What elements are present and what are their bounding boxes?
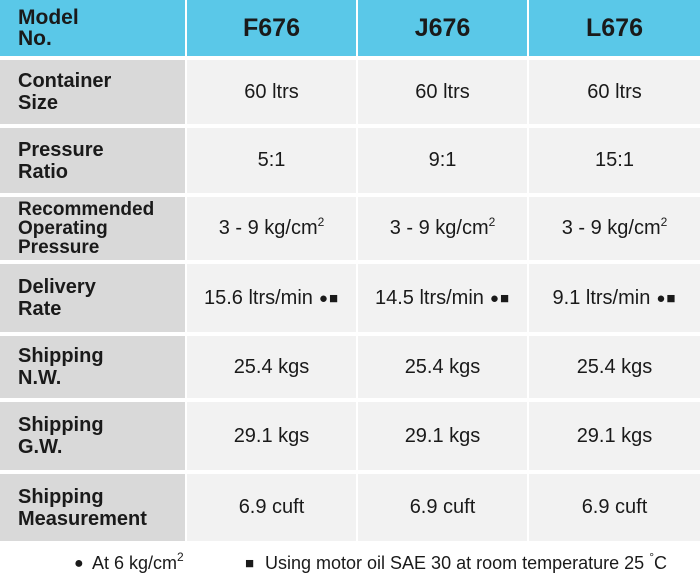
row-label: Recommended Operating Pressure: [0, 197, 185, 264]
row-label: Shipping Measurement: [0, 474, 185, 541]
value-cell: 15.6 ltrs/min ●■: [185, 264, 356, 336]
footnote-text: Using motor oil SAE 30 at room temperatu…: [265, 553, 645, 573]
value-cell: 15:1: [527, 128, 700, 197]
degree-unit: C: [654, 553, 668, 573]
header-row: Model No. F676 J676 L676: [0, 0, 700, 60]
value-cell: 25.4 kgs: [185, 336, 356, 402]
row-shipping-gw: Shipping G.W. 29.1 kgs 29.1 kgs 29.1 kgs: [0, 402, 700, 474]
row-container-size: Container Size 60 ltrs 60 ltrs 60 ltrs: [0, 60, 700, 128]
row-label-line: Measurement: [18, 507, 147, 530]
value-cell: 3 - 9 kg/cm2: [527, 197, 700, 264]
unit-superscript: 2: [177, 550, 184, 564]
row-label-line: G.W.: [18, 436, 63, 458]
header-label-line-1: Model: [18, 6, 79, 29]
row-label-line: N.W.: [18, 367, 62, 389]
unit-superscript: 2: [660, 215, 668, 229]
value-cell: 3 - 9 kg/cm2: [356, 197, 527, 264]
value-cell: 29.1 kgs: [527, 402, 700, 474]
value-cell: 6.9 cuft: [185, 474, 356, 541]
value-text: 3 - 9 kg/cm: [561, 217, 661, 239]
value-cell: 60 ltrs: [185, 60, 356, 128]
footnote-pressure-text: At 6 kg/cm2: [92, 546, 184, 581]
row-label-line: Shipping: [18, 485, 104, 508]
value-cell: 9:1: [356, 128, 527, 197]
value-text: 3 - 9 kg/cm: [389, 217, 489, 239]
row-pressure-ratio: Pressure Ratio 5:1 9:1 15:1: [0, 128, 700, 197]
degree-symbol: °: [649, 550, 655, 564]
value-text: 3 - 9 kg/cm: [218, 217, 318, 239]
row-label: Pressure Ratio: [0, 128, 185, 197]
row-label-line: Shipping: [18, 414, 104, 436]
unit-superscript: 2: [317, 215, 325, 229]
row-label-line: Delivery: [18, 276, 96, 298]
value-text: 15.6 ltrs/min: [203, 286, 313, 309]
value-cell: 25.4 kgs: [356, 336, 527, 402]
row-label-line: Size: [18, 92, 59, 114]
circle-bullet-icon: ●: [74, 555, 84, 572]
value-cell: 6.9 cuft: [527, 474, 700, 541]
row-operating-pressure: Recommended Operating Pressure 3 - 9 kg/…: [0, 197, 700, 264]
row-label: Shipping G.W.: [0, 402, 185, 474]
footnote: ● At 6 kg/cm2 ■ Using motor oil SAE 30 a…: [0, 546, 700, 581]
row-label-line: Pressure: [18, 138, 104, 161]
value-cell: 25.4 kgs: [527, 336, 700, 402]
value-text: 9.1 ltrs/min: [552, 286, 651, 309]
model-header-f676: F676: [185, 0, 356, 60]
spec-table: Model No. F676 J676 L676 Container Size …: [0, 0, 700, 541]
row-label-line: Recommended: [18, 199, 155, 220]
row-label-line: Pressure: [18, 237, 100, 258]
model-header-l676: L676: [527, 0, 700, 60]
value-cell: 9.1 ltrs/min ●■: [527, 264, 700, 336]
footnote-marker-icons: ●■: [318, 289, 340, 307]
row-label-line: Container: [18, 70, 112, 92]
header-label-line-2: No.: [18, 27, 52, 50]
value-cell: 29.1 kgs: [356, 402, 527, 474]
model-no-header: Model No.: [0, 0, 185, 60]
row-shipping-nw: Shipping N.W. 25.4 kgs 25.4 kgs 25.4 kgs: [0, 336, 700, 402]
value-cell: 5:1: [185, 128, 356, 197]
value-cell: 60 ltrs: [527, 60, 700, 128]
footnote-oil-text: Using motor oil SAE 30 at room temperatu…: [265, 546, 667, 581]
value-cell: 60 ltrs: [356, 60, 527, 128]
value-cell: 29.1 kgs: [185, 402, 356, 474]
footnote-text: At 6 kg/cm: [92, 553, 178, 573]
value-cell: 6.9 cuft: [356, 474, 527, 541]
value-cell: 3 - 9 kg/cm2: [185, 197, 356, 264]
footnote-marker-icons: ●■: [656, 289, 677, 307]
row-label-line: Shipping: [18, 345, 104, 367]
row-label: Delivery Rate: [0, 264, 185, 336]
model-header-j676: J676: [356, 0, 527, 60]
row-label-line: Operating: [18, 218, 108, 239]
row-label: Container Size: [0, 60, 185, 128]
value-text: 14.5 ltrs/min: [374, 286, 484, 309]
row-delivery-rate: Delivery Rate 15.6 ltrs/min ●■ 14.5 ltrs/…: [0, 264, 700, 336]
row-label-line: Rate: [18, 298, 62, 320]
square-bullet-icon: ■: [245, 555, 255, 572]
row-label: Shipping N.W.: [0, 336, 185, 402]
row-shipping-measurement: Shipping Measurement 6.9 cuft 6.9 cuft 6…: [0, 474, 700, 541]
value-cell: 14.5 ltrs/min ●■: [356, 264, 527, 336]
row-label-line: Ratio: [18, 160, 68, 183]
footnote-marker-icons: ●■: [489, 289, 511, 307]
unit-superscript: 2: [488, 215, 496, 229]
